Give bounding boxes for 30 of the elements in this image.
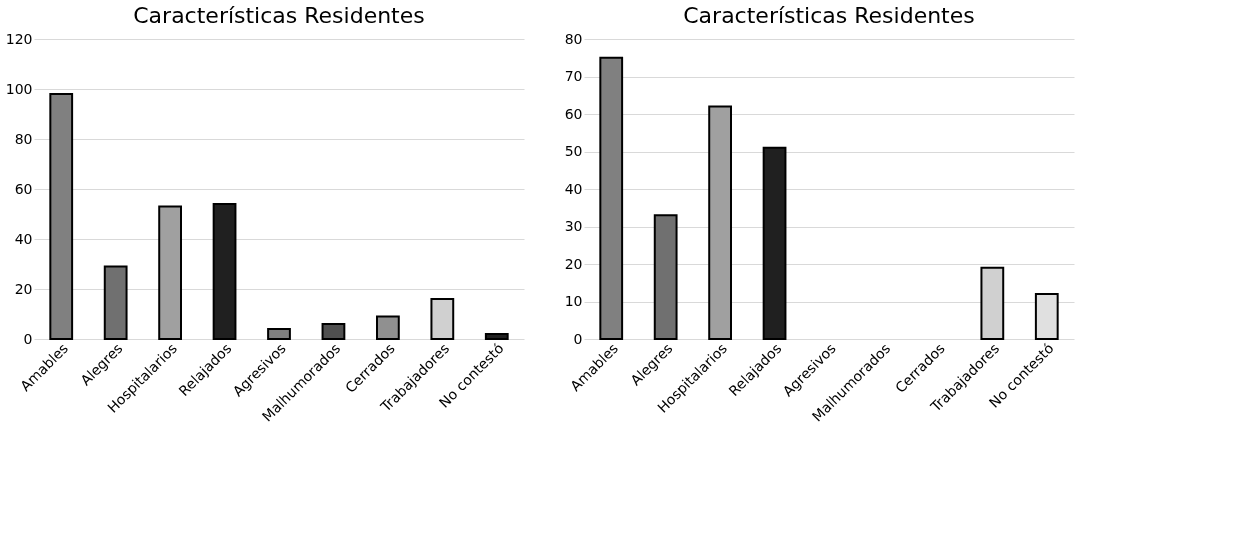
y-tick-label: 60 (14, 180, 33, 197)
bar (103, 265, 128, 340)
y-tick-label: 20 (14, 280, 33, 297)
y-tick-label: 20 (564, 255, 583, 272)
bar (599, 56, 624, 340)
bar (212, 203, 237, 340)
y-tick-label: 80 (14, 130, 33, 147)
chart-title: Características Residentes (683, 3, 975, 28)
y-tick-label: 40 (14, 230, 33, 247)
y-tick-label: 50 (564, 143, 583, 159)
y-tick-label: 100 (5, 80, 33, 97)
y-tick-label: 70 (564, 68, 583, 84)
y-tick-label: 0 (23, 330, 33, 347)
y-tick-label: 0 (573, 330, 583, 347)
bar (484, 333, 509, 340)
chart-title: Características Residentes (133, 3, 425, 28)
bar (321, 323, 346, 340)
y-tick-label: 60 (564, 105, 583, 122)
bar (653, 214, 678, 340)
y-tick-label: 80 (564, 30, 583, 47)
y-tick-label: 30 (564, 218, 583, 234)
y-tick-label: 10 (564, 293, 583, 309)
y-tick-label: 120 (5, 30, 33, 47)
bar (267, 328, 291, 340)
bar (762, 146, 787, 340)
bar (158, 205, 182, 340)
bar (376, 315, 400, 340)
bar (708, 105, 732, 340)
bar (49, 93, 74, 340)
y-tick-label: 40 (564, 180, 583, 197)
